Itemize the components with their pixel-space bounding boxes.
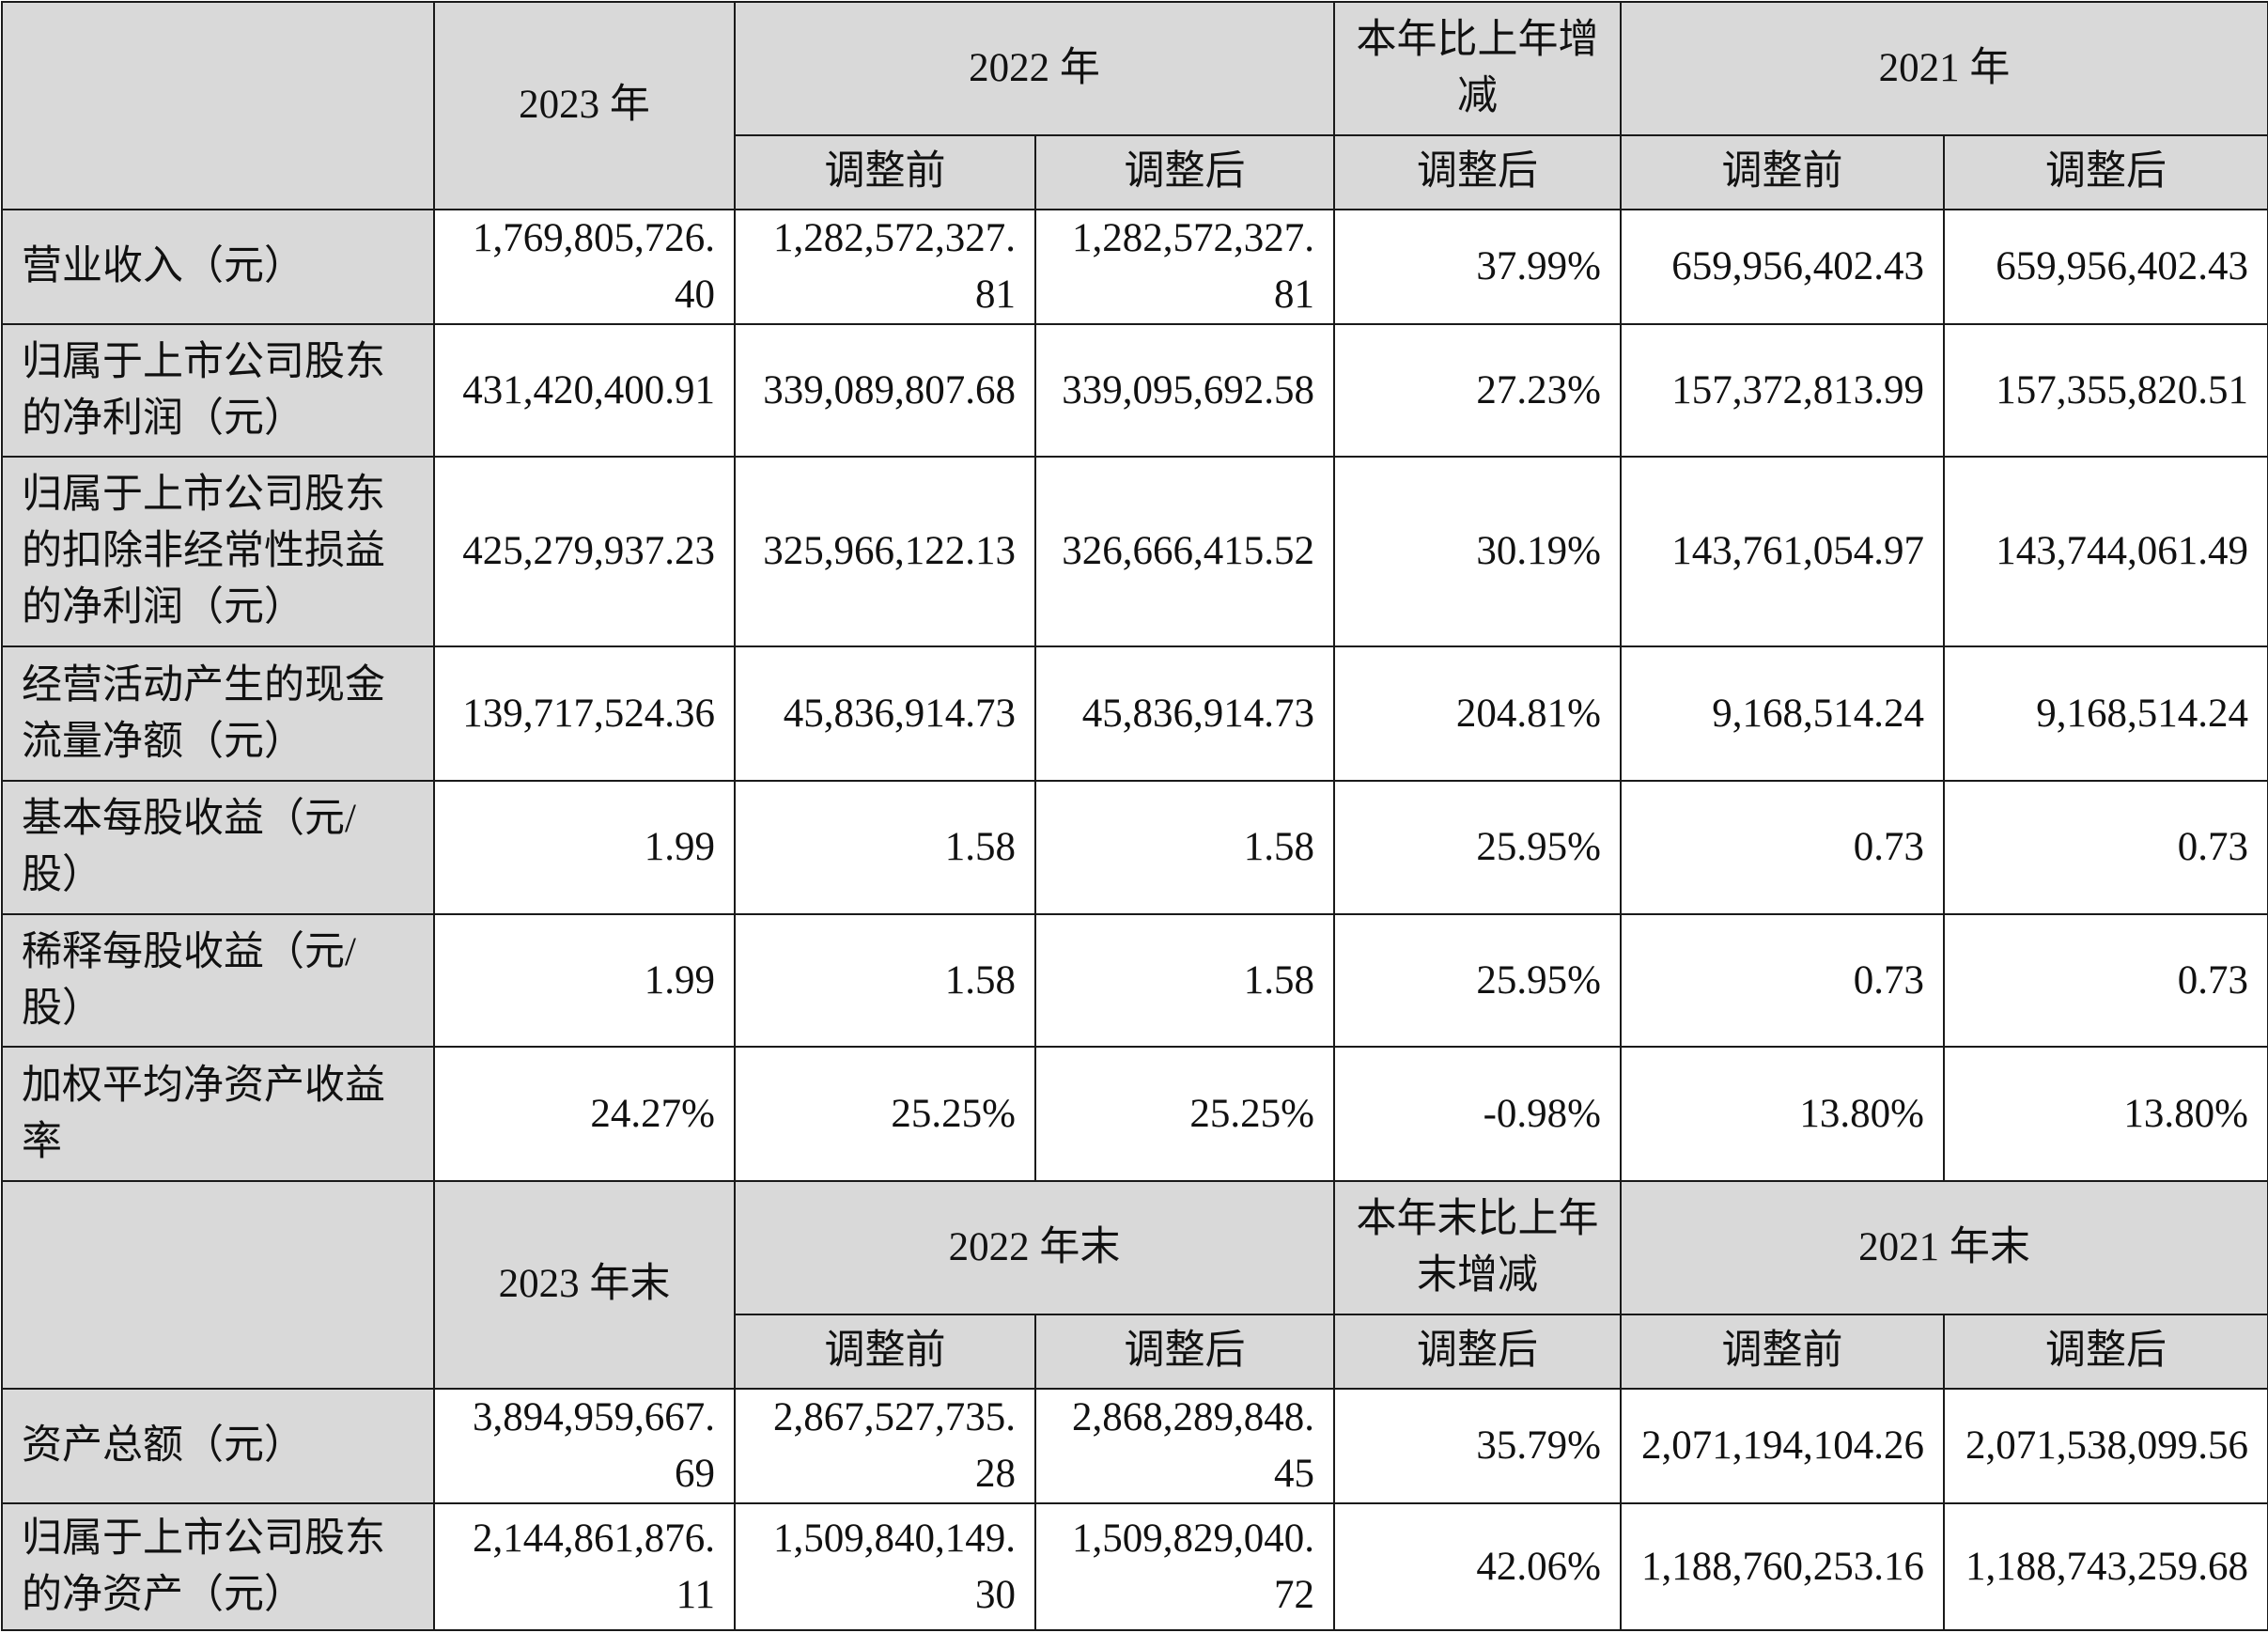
header-2022-before: 调整前 — [734, 133, 1036, 210]
cell-change: 204.81% — [1333, 645, 1622, 783]
cell-2022-after: 2,868,289,848.45 — [1034, 1387, 1335, 1505]
cell-2021-before: 1,188,760,253.16 — [1620, 1502, 1945, 1631]
cell-2021-before: 0.73 — [1620, 780, 1945, 915]
header-blank-cell — [1, 1, 435, 210]
cell-2021-before: 143,761,054.97 — [1620, 455, 1945, 647]
cell-2021-after: 1,188,743,259.68 — [1943, 1502, 2268, 1631]
cell-2022-before: 45,836,914.73 — [734, 645, 1036, 783]
cell-2022-after: 25.25% — [1034, 1046, 1335, 1182]
cell-2022-after: 1.58 — [1034, 780, 1335, 915]
header-row-adjust: 调整前 调整后 调整后 调整前 调整后 — [2, 133, 2268, 210]
row-label: 加权平均净资产收益率 — [1, 1046, 435, 1182]
cell-change: 42.06% — [1333, 1502, 1622, 1631]
header-2021: 2021 年 — [1620, 1, 2268, 136]
cell-2021-after: 0.73 — [1943, 912, 2268, 1049]
header-change-after: 调整后 — [1333, 133, 1622, 210]
header-change-end: 本年末比上年末增减 — [1333, 1180, 1622, 1315]
cell-2022-after: 1.58 — [1034, 912, 1335, 1049]
header-2021-end: 2021 年末 — [1620, 1180, 2268, 1315]
cell-2023: 2,144,861,876.11 — [433, 1502, 736, 1631]
cell-2023: 425,279,937.23 — [433, 455, 736, 647]
header-blank-cell — [1, 1180, 435, 1390]
header-2022: 2022 年 — [734, 1, 1335, 136]
cell-2023: 139,717,524.36 — [433, 645, 736, 783]
header-2022-end-after: 调整后 — [1034, 1313, 1335, 1390]
table-row: 资产总额（元） 3,894,959,667.69 2,867,527,735.2… — [1, 1387, 2268, 1505]
cell-2021-after: 143,744,061.49 — [1943, 455, 2268, 647]
row-label: 基本每股收益（元/股） — [1, 780, 435, 915]
cell-2022-after: 1,282,572,327.81 — [1034, 208, 1335, 326]
cell-change: 30.19% — [1333, 455, 1622, 647]
cell-2023: 24.27% — [433, 1046, 736, 1182]
cell-2021-before: 157,372,813.99 — [1620, 323, 1945, 458]
cell-2022-after: 45,836,914.73 — [1034, 645, 1335, 783]
cell-2022-before: 2,867,527,735.28 — [734, 1387, 1036, 1505]
cell-2022-before: 1,509,840,149.30 — [734, 1502, 1036, 1631]
cell-change: 25.95% — [1333, 912, 1622, 1049]
header-2022-end: 2022 年末 — [734, 1180, 1335, 1315]
cell-2022-before: 1.58 — [734, 780, 1036, 915]
header-2022-end-before: 调整前 — [734, 1313, 1036, 1390]
cell-2021-before: 2,071,194,104.26 — [1620, 1387, 1945, 1505]
cell-2023: 3,894,959,667.69 — [433, 1387, 736, 1505]
cell-2023: 1,769,805,726.40 — [433, 208, 736, 326]
header-2021-end-after: 调整后 — [1943, 1313, 2268, 1390]
row-label: 资产总额（元） — [1, 1387, 435, 1505]
cell-2022-after: 326,666,415.52 — [1034, 455, 1335, 647]
cell-2023: 431,420,400.91 — [433, 323, 736, 458]
cell-2021-after: 0.73 — [1943, 780, 2268, 915]
table-row: 经营活动产生的现金流量净额（元） 139,717,524.36 45,836,9… — [1, 645, 2268, 783]
table-row: 基本每股收益（元/股） 1.99 1.58 1.58 25.95% 0.73 0… — [1, 780, 2268, 915]
cell-change: -0.98% — [1333, 1046, 1622, 1182]
cell-2021-after: 13.80% — [1943, 1046, 2268, 1182]
cell-2023: 1.99 — [433, 780, 736, 915]
table-row: 稀释每股收益（元/股） 1.99 1.58 1.58 25.95% 0.73 0… — [1, 912, 2268, 1049]
cell-2022-before: 1,282,572,327.81 — [734, 208, 1036, 326]
cell-2021-after: 659,956,402.43 — [1943, 208, 2268, 326]
header-2021-end-before: 调整前 — [1620, 1313, 1945, 1390]
row-label: 归属于上市公司股东的扣除非经常性损益的净利润（元） — [1, 455, 435, 647]
row-label: 归属于上市公司股东的净利润（元） — [1, 323, 435, 458]
header-2022-after: 调整后 — [1034, 133, 1335, 210]
header-2021-before: 调整前 — [1620, 133, 1945, 210]
table-row: 营业收入（元） 1,769,805,726.40 1,282,572,327.8… — [1, 208, 2268, 326]
cell-2023: 1.99 — [433, 912, 736, 1049]
cell-2021-before: 13.80% — [1620, 1046, 1945, 1182]
row-label: 归属于上市公司股东的净资产（元） — [1, 1502, 435, 1631]
cell-2021-before: 659,956,402.43 — [1620, 208, 1945, 326]
cell-change: 35.79% — [1333, 1387, 1622, 1505]
table-row: 归属于上市公司股东的净利润（元） 431,420,400.91 339,089,… — [1, 323, 2268, 458]
cell-2021-before: 9,168,514.24 — [1620, 645, 1945, 783]
cell-change: 37.99% — [1333, 208, 1622, 326]
cell-2021-after: 157,355,820.51 — [1943, 323, 2268, 458]
row-label: 营业收入（元） — [1, 208, 435, 326]
cell-2021-before: 0.73 — [1620, 912, 1945, 1049]
header-2021-after: 调整后 — [1943, 133, 2268, 210]
row-label: 稀释每股收益（元/股） — [1, 912, 435, 1049]
cell-2022-after: 339,095,692.58 — [1034, 323, 1335, 458]
cell-2022-before: 325,966,122.13 — [734, 455, 1036, 647]
cell-2022-before: 25.25% — [734, 1046, 1036, 1182]
table-row: 归属于上市公司股东的扣除非经常性损益的净利润（元） 425,279,937.23… — [1, 455, 2268, 647]
cell-2022-before: 339,089,807.68 — [734, 323, 1036, 458]
cell-2021-after: 2,071,538,099.56 — [1943, 1387, 2268, 1505]
cell-2021-after: 9,168,514.24 — [1943, 645, 2268, 783]
cell-change: 25.95% — [1333, 780, 1622, 915]
header-2023-end: 2023 年末 — [433, 1180, 736, 1390]
cell-2022-after: 1,509,829,040.72 — [1034, 1502, 1335, 1631]
header-row-yearend: 2023 年末 2022 年末 本年末比上年末增减 2021 年末 — [1, 1180, 2268, 1390]
header-change: 本年比上年增减 — [1333, 1, 1622, 136]
cell-2022-before: 1.58 — [734, 912, 1036, 1049]
row-label: 经营活动产生的现金流量净额（元） — [1, 645, 435, 783]
header-row-adjust-end: 调整前 调整后 调整后 调整前 调整后 — [2, 1313, 2268, 1390]
cell-change: 27.23% — [1333, 323, 1622, 458]
header-change-end-after: 调整后 — [1333, 1313, 1622, 1390]
table-row: 归属于上市公司股东的净资产（元） 2,144,861,876.11 1,509,… — [1, 1502, 2268, 1631]
table-row: 加权平均净资产收益率 24.27% 25.25% 25.25% -0.98% 1… — [1, 1046, 2268, 1182]
header-2023: 2023 年 — [433, 1, 736, 210]
header-row-years: 2023 年 2022 年 本年比上年增减 2021 年 — [1, 1, 2268, 210]
